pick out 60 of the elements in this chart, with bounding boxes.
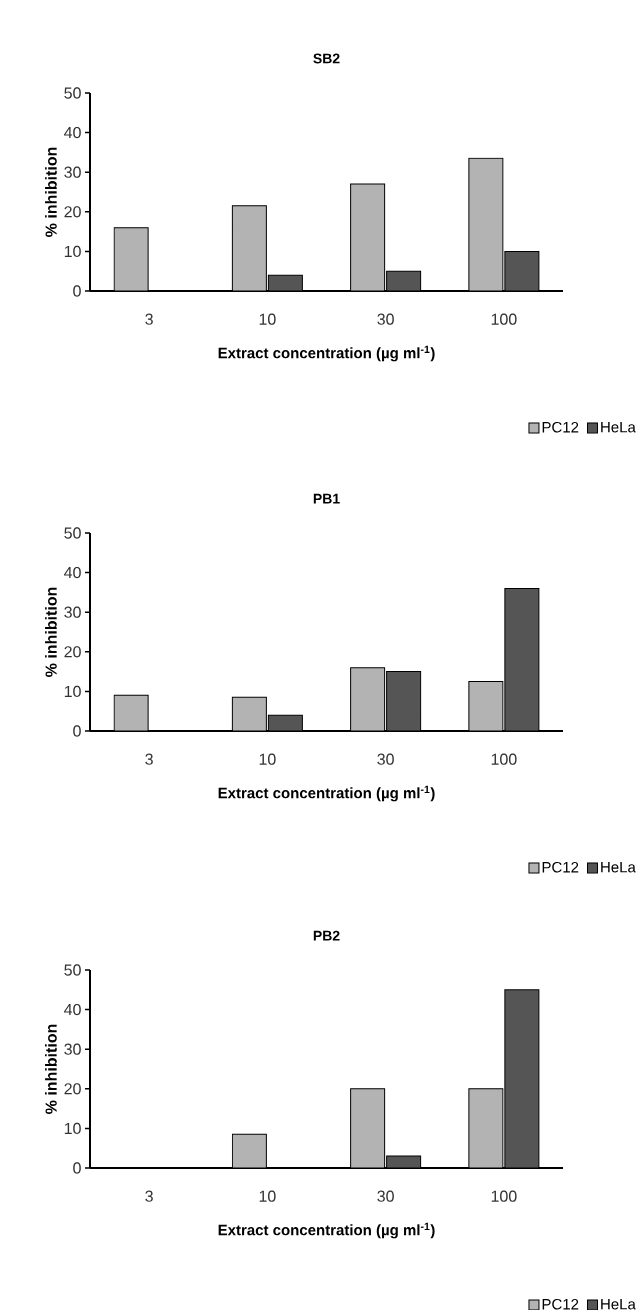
y-tick-label: 10: [64, 685, 81, 698]
legend-label: PC12: [542, 1298, 579, 1310]
y-tick-label: 0: [73, 285, 81, 297]
y-tick-label: 50: [64, 87, 81, 99]
x-axis-title: Extract concentration (µg ml$^{-1}$): [218, 1222, 435, 1239]
y-tick-label: 10: [64, 1122, 81, 1135]
bar: [504, 989, 540, 1168]
legend-label: HeLa: [601, 1299, 636, 1310]
bar: [504, 587, 540, 731]
bar: [386, 671, 422, 731]
y-tick-label: 20: [64, 646, 81, 658]
x-tick-label: 30: [377, 753, 394, 765]
bar: [468, 680, 504, 731]
y-tick-label: 40: [64, 1003, 81, 1016]
y-axis-title: % inhibition: [45, 147, 57, 237]
y-tick-label: 20: [64, 1083, 81, 1095]
x-tick-label: 10: [259, 313, 276, 325]
x-tick-label: 3: [145, 753, 153, 765]
y-tick-label: 40: [64, 126, 81, 139]
bar: [468, 1088, 504, 1168]
x-tick-label: 100: [491, 1190, 517, 1202]
bar: [231, 696, 267, 731]
y-tick-label: 0: [73, 1162, 81, 1174]
y-axis-title: % inhibition: [45, 587, 57, 677]
legend-label: HeLa: [601, 421, 636, 433]
chart-title: PB1: [313, 493, 340, 504]
y-tick-label: 20: [64, 206, 81, 218]
legend-label: HeLa: [601, 861, 636, 873]
y-tick-label: 0: [73, 725, 81, 737]
x-axis-title: Extract concentration (µg ml$^{-1}$): [218, 345, 435, 362]
y-tick-label: 40: [64, 566, 81, 579]
bar: [113, 227, 149, 291]
y-tick-label: 30: [64, 606, 81, 618]
bar: [113, 694, 149, 731]
bar: [468, 157, 504, 291]
chart-title: PB2: [313, 930, 340, 941]
x-tick-label: 3: [145, 313, 153, 325]
x-tick-label: 100: [491, 753, 517, 765]
bar: [350, 183, 386, 291]
x-tick-label: 10: [259, 753, 276, 765]
y-tick-label: 10: [64, 245, 81, 258]
bar: [231, 205, 267, 291]
bar: [231, 1133, 267, 1168]
y-tick-label: 50: [64, 527, 81, 539]
y-axis-title: % inhibition: [45, 1024, 57, 1114]
legend-label: PC12: [542, 861, 579, 873]
x-tick-label: 30: [377, 313, 394, 325]
bar: [504, 250, 540, 291]
bar: [350, 1088, 386, 1168]
y-tick-label: 50: [64, 964, 81, 976]
legend-label: PC12: [542, 421, 579, 433]
x-tick-label: 3: [145, 1190, 153, 1202]
chart-title: SB2: [313, 53, 340, 64]
x-tick-label: 30: [377, 1190, 394, 1202]
x-tick-label: 100: [491, 313, 517, 325]
x-tick-label: 10: [259, 1190, 276, 1202]
bar: [350, 667, 386, 731]
y-tick-label: 30: [64, 1043, 81, 1055]
y-tick-label: 30: [64, 166, 81, 178]
x-axis-title: Extract concentration (µg ml$^{-1}$): [218, 785, 435, 802]
